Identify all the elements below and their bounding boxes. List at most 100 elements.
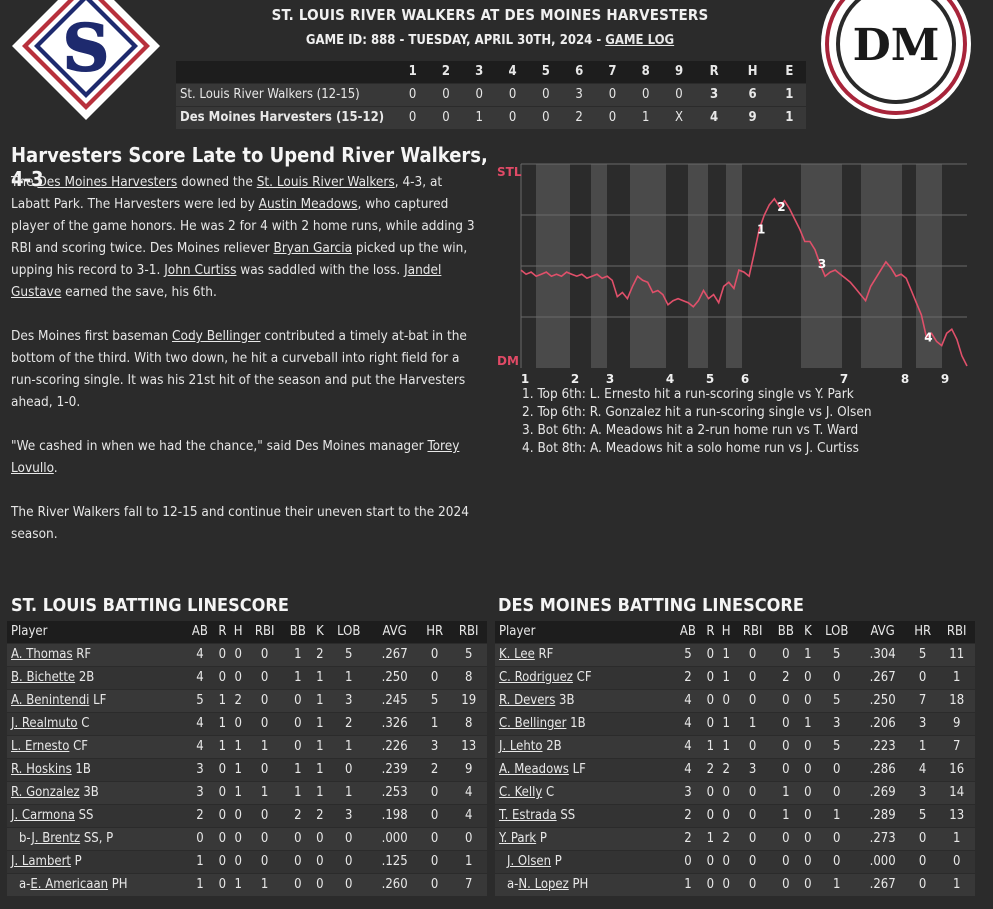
player-link[interactable]: A. Benintendi (11, 693, 90, 708)
player-link[interactable]: Y. Park (499, 831, 537, 846)
player-link[interactable]: A. Thomas (11, 647, 73, 662)
stat-cell: 5 (815, 642, 859, 666)
stat-cell: 0 (770, 757, 801, 781)
event-marker: 3 (818, 257, 826, 271)
player-link[interactable]: B. Bichette (11, 670, 76, 685)
text: The (11, 174, 38, 190)
article-paragraph-4: The River Walkers fall to 12-15 and cont… (11, 504, 469, 542)
game-log-link[interactable]: GAME LOG (605, 33, 675, 48)
stat-cell: .304 (858, 642, 907, 666)
batting-row: C. Bellinger 1B 4 0 1 1 0 1 3.206 3 9 (495, 711, 975, 735)
stat-cell: 0 (702, 642, 718, 666)
article-body: The Des Moines Harvesters downed the St.… (11, 171, 483, 567)
link-austin-meadows[interactable]: Austin Meadows (258, 196, 358, 212)
inning-score: 2 (562, 105, 596, 129)
stat-cell: 2 (327, 711, 371, 735)
text: earned the save, his 6th. (61, 284, 217, 300)
event-note: 2. Top 6th: R. Gonzalez hit a run-scorin… (522, 404, 872, 420)
stat-cell: 1 (312, 711, 328, 735)
link-cody-bellinger[interactable]: Cody Bellinger (172, 328, 261, 344)
stat-cell: 0 (800, 665, 816, 689)
stat-cell: 0 (734, 872, 771, 896)
player-link[interactable]: N. Lopez (518, 877, 569, 893)
stat-cell: 8 (450, 711, 487, 735)
stat-cell: 0 (327, 757, 371, 781)
player-position: P (70, 854, 82, 869)
stat-cell: 0 (282, 826, 313, 850)
player-link[interactable]: T. Estrada (499, 808, 557, 823)
player-link[interactable]: R. Hoskins (11, 762, 72, 777)
stat-cell: 1 (702, 734, 718, 758)
stat-cell: 0 (717, 872, 735, 896)
player-link[interactable]: C. Kelly (499, 785, 543, 800)
link-bryan-garcia[interactable]: Bryan Garcia (273, 240, 353, 256)
stat-cell: 0 (906, 849, 939, 873)
stat-cell: 9 (938, 711, 975, 735)
des-moines-logo: DM (821, 0, 971, 119)
player-link[interactable]: J. Lambert (11, 854, 71, 869)
player-link[interactable]: J. Lehto (499, 739, 543, 754)
stat-cell: 0 (214, 757, 230, 781)
player-link[interactable]: R. Gonzalez (11, 785, 80, 800)
player-link[interactable]: L. Ernesto (11, 739, 70, 754)
stat-cell: 2 (312, 642, 328, 666)
stat-cell: 0 (282, 849, 313, 873)
player-position: PH (108, 877, 128, 893)
player-link[interactable]: K. Lee (499, 647, 535, 662)
stat-cell: 1 (312, 665, 328, 689)
stat-cell: 0 (327, 872, 371, 896)
player-link[interactable]: R. Devers (499, 693, 556, 708)
stat-cell: 4 (185, 734, 215, 758)
stat-cell: 0 (246, 826, 283, 850)
player-link[interactable]: C. Bellinger (499, 716, 567, 731)
stat-cell: 5 (815, 734, 859, 758)
link-john-curtiss[interactable]: John Curtiss (164, 262, 237, 278)
player-link[interactable]: J. Carmona (11, 808, 75, 823)
column-header-player: Player (495, 621, 673, 643)
stat-cell: 0 (734, 826, 771, 850)
stat-cell: 4 (673, 734, 703, 758)
link-des-moines-harvesters[interactable]: Des Moines Harvesters (37, 174, 178, 190)
inning-tick-label: 2 (571, 372, 579, 386)
stat-cell: 4 (673, 688, 703, 712)
player-link[interactable]: J. Realmuto (11, 716, 78, 731)
player-cell: A. Meadows LF (495, 757, 673, 781)
inning-tick-label: 9 (941, 372, 949, 386)
column-header-rbi: RBI (246, 621, 283, 643)
stat-cell: 16 (938, 757, 975, 781)
player-cell: C. Bellinger 1B (495, 711, 673, 735)
stat-cell: .269 (858, 780, 907, 804)
player-link[interactable]: J. Brentz (31, 831, 81, 846)
stat-cell: .198 (370, 803, 419, 827)
inning-header-7: 7 (595, 61, 630, 83)
player-link[interactable]: C. Rodriguez (499, 670, 573, 685)
stat-cell: 2 (673, 803, 703, 827)
text: was saddled with the loss. (236, 262, 405, 278)
link-st-louis-river-walkers[interactable]: St. Louis River Walkers (256, 174, 395, 190)
sub-prefix: b- (19, 831, 32, 846)
batting-row: J. Realmuto C 4 1 0 0 0 1 2.326 1 8 (7, 711, 487, 735)
stat-cell: 1 (717, 665, 735, 689)
column-header-bb: BB (770, 621, 801, 643)
player-link[interactable]: E. Americaan (30, 877, 109, 893)
stat-cell: 0 (229, 849, 247, 873)
stat-cell: 3 (815, 711, 859, 735)
column-header-rbi: RBI (938, 621, 975, 643)
batting-row: A. Thomas RF 4 0 0 0 1 2 5.267 0 5 (7, 642, 487, 666)
stat-cell: 0 (418, 826, 451, 850)
batting-row: J. Olsen P 0 0 0 0 0 0 0.000 0 0 (495, 849, 975, 873)
home-batting-title: DES MOINES BATTING LINESCORE (498, 595, 804, 616)
link-jandel-gustave[interactable]: Jandel Gustave (11, 262, 442, 300)
sub-prefix: a- (19, 877, 31, 893)
stat-cell: 5 (327, 642, 371, 666)
team-name: Des Moines Harvesters (15-12) (176, 105, 396, 129)
stat-cell: 0 (229, 642, 247, 666)
stat-cell: 0 (906, 665, 939, 689)
sub-prefix: a- (507, 877, 519, 893)
player-link[interactable]: A. Meadows (499, 762, 569, 777)
player-link[interactable]: J. Olsen (507, 854, 552, 869)
stat-cell: 1 (418, 711, 451, 735)
stat-cell: 0 (800, 803, 816, 827)
away-batting-table: Player AB R H RBI BB K LOB AVG HR RBI A. Thomas RF… (7, 621, 487, 896)
link-torey-lovullo[interactable]: Torey Lovullo (11, 438, 460, 476)
